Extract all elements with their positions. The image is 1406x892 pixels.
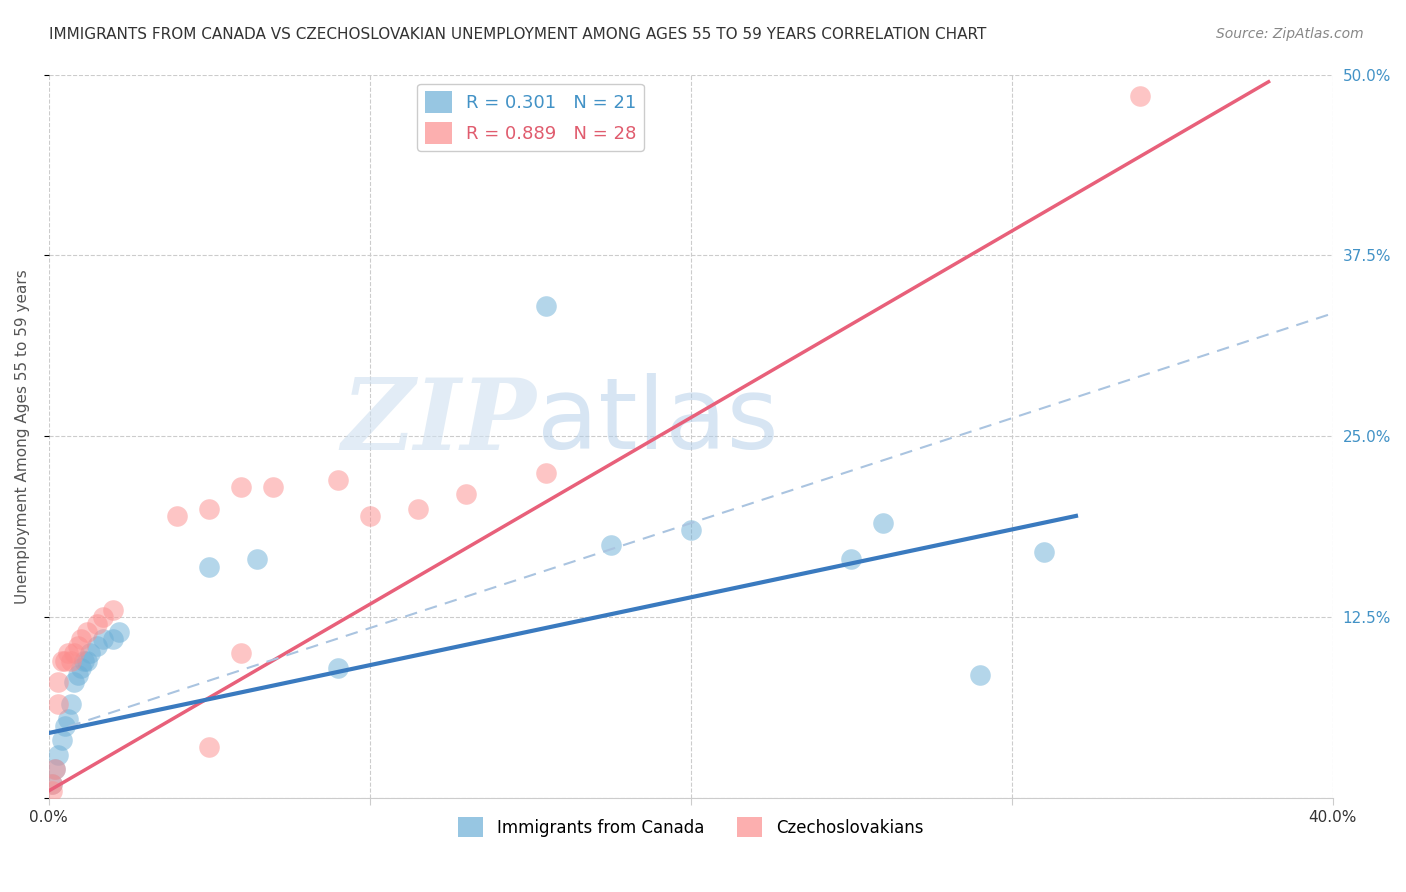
Point [359,508,381,523]
Point [63,647,86,661]
Point [108,624,131,639]
Point [101,603,124,617]
Point [73,654,96,668]
Point [454,487,477,501]
Point [872,516,894,531]
Point [53,719,76,733]
Legend: Immigrants from Canada, Czechoslovakians: Immigrants from Canada, Czechoslovakians [451,811,929,844]
Point [198,740,221,755]
Point [79,647,101,661]
Point [536,466,558,480]
Text: ZIP: ZIP [342,374,537,470]
Point [53,654,76,668]
Y-axis label: Unemployment Among Ages 55 to 59 years: Unemployment Among Ages 55 to 59 years [15,269,30,604]
Point [166,508,188,523]
Point [536,299,558,313]
Point [326,473,349,487]
Point [70,661,93,675]
Point [262,480,284,494]
Point [60,697,83,711]
Point [86,617,108,632]
Point [56,647,79,661]
Point [41,777,63,791]
Point [246,552,269,566]
Point [48,675,70,690]
Point [91,610,114,624]
Point [41,777,63,791]
Point [66,668,89,682]
Text: atlas: atlas [537,374,779,470]
Point [231,647,253,661]
Point [63,675,86,690]
Point [839,552,862,566]
Point [969,668,991,682]
Point [1032,545,1054,559]
Point [231,480,253,494]
Point [48,747,70,762]
Point [406,501,429,516]
Point [86,639,108,653]
Text: Source: ZipAtlas.com: Source: ZipAtlas.com [1216,27,1364,41]
Point [56,712,79,726]
Point [198,501,221,516]
Point [44,762,66,776]
Point [1129,89,1152,103]
Point [326,661,349,675]
Point [599,538,621,552]
Point [44,762,66,776]
Point [60,654,83,668]
Point [679,524,702,538]
Point [76,624,98,639]
Point [76,654,98,668]
Point [51,733,73,747]
Point [91,632,114,646]
Point [70,632,93,646]
Point [48,697,70,711]
Point [101,632,124,646]
Text: IMMIGRANTS FROM CANADA VS CZECHOSLOVAKIAN UNEMPLOYMENT AMONG AGES 55 TO 59 YEARS: IMMIGRANTS FROM CANADA VS CZECHOSLOVAKIA… [49,27,987,42]
Point [66,639,89,653]
Point [51,654,73,668]
Point [198,559,221,574]
Point [41,784,63,798]
